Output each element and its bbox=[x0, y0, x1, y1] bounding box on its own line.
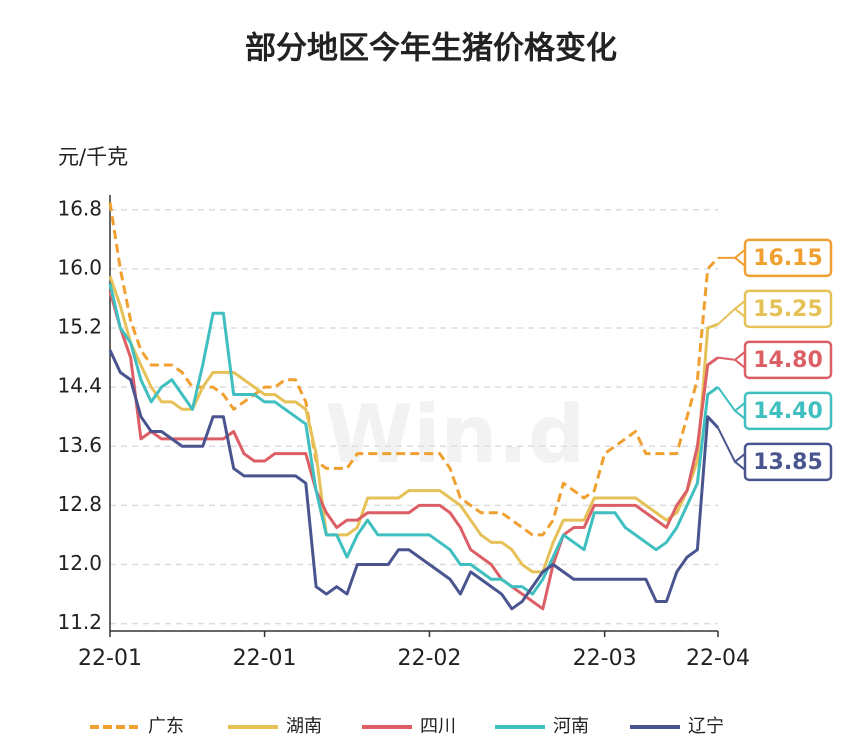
label-connector bbox=[717, 386, 746, 420]
chart-title: 部分地区今年生猪价格变化 bbox=[245, 31, 617, 67]
label-connector bbox=[717, 351, 746, 369]
y-tick-label: 16.0 bbox=[57, 255, 102, 279]
y-tick-label: 12.8 bbox=[57, 492, 102, 516]
y-tick-label: 14.4 bbox=[57, 374, 102, 398]
series-line bbox=[108, 349, 720, 611]
y-tick-label: 12.0 bbox=[57, 551, 102, 575]
legend-label: 广东 bbox=[148, 716, 184, 737]
x-tick-label: 22-04 bbox=[686, 646, 750, 671]
label-box bbox=[743, 391, 833, 431]
end-label: 13.85 bbox=[753, 450, 823, 475]
label-box bbox=[743, 442, 833, 482]
label-box bbox=[743, 238, 833, 278]
legend-label: 湖南 bbox=[286, 716, 322, 737]
series-line bbox=[108, 290, 719, 611]
legend-label: 河南 bbox=[553, 716, 589, 737]
end-label: 16.15 bbox=[753, 246, 823, 271]
x-tick-label: 22-01 bbox=[233, 646, 297, 671]
watermark: Win.d bbox=[325, 388, 585, 481]
x-tick-label: 22-01 bbox=[78, 646, 142, 671]
x-tick-label: 22-03 bbox=[573, 646, 637, 671]
label-box bbox=[743, 289, 833, 329]
y-tick-label: 11.2 bbox=[57, 610, 102, 634]
series-line bbox=[108, 202, 720, 537]
end-label: 15.25 bbox=[753, 297, 823, 322]
label-connector bbox=[717, 300, 746, 326]
legend-label: 辽宁 bbox=[688, 716, 724, 737]
y-tick-label: 13.6 bbox=[57, 433, 102, 457]
legend-label: 四川 bbox=[420, 716, 456, 737]
y-tick-label: 15.2 bbox=[57, 315, 102, 339]
end-label: 14.80 bbox=[753, 348, 823, 373]
x-tick-label: 22-02 bbox=[397, 646, 461, 671]
y-tick-label: 16.8 bbox=[57, 196, 102, 220]
series-line bbox=[108, 275, 719, 574]
series-line bbox=[108, 283, 719, 596]
label-connector bbox=[717, 427, 746, 471]
end-label: 14.40 bbox=[753, 399, 823, 424]
label-connector bbox=[718, 249, 746, 267]
y-axis-label: 元/千克 bbox=[58, 145, 128, 169]
label-box bbox=[743, 340, 833, 380]
